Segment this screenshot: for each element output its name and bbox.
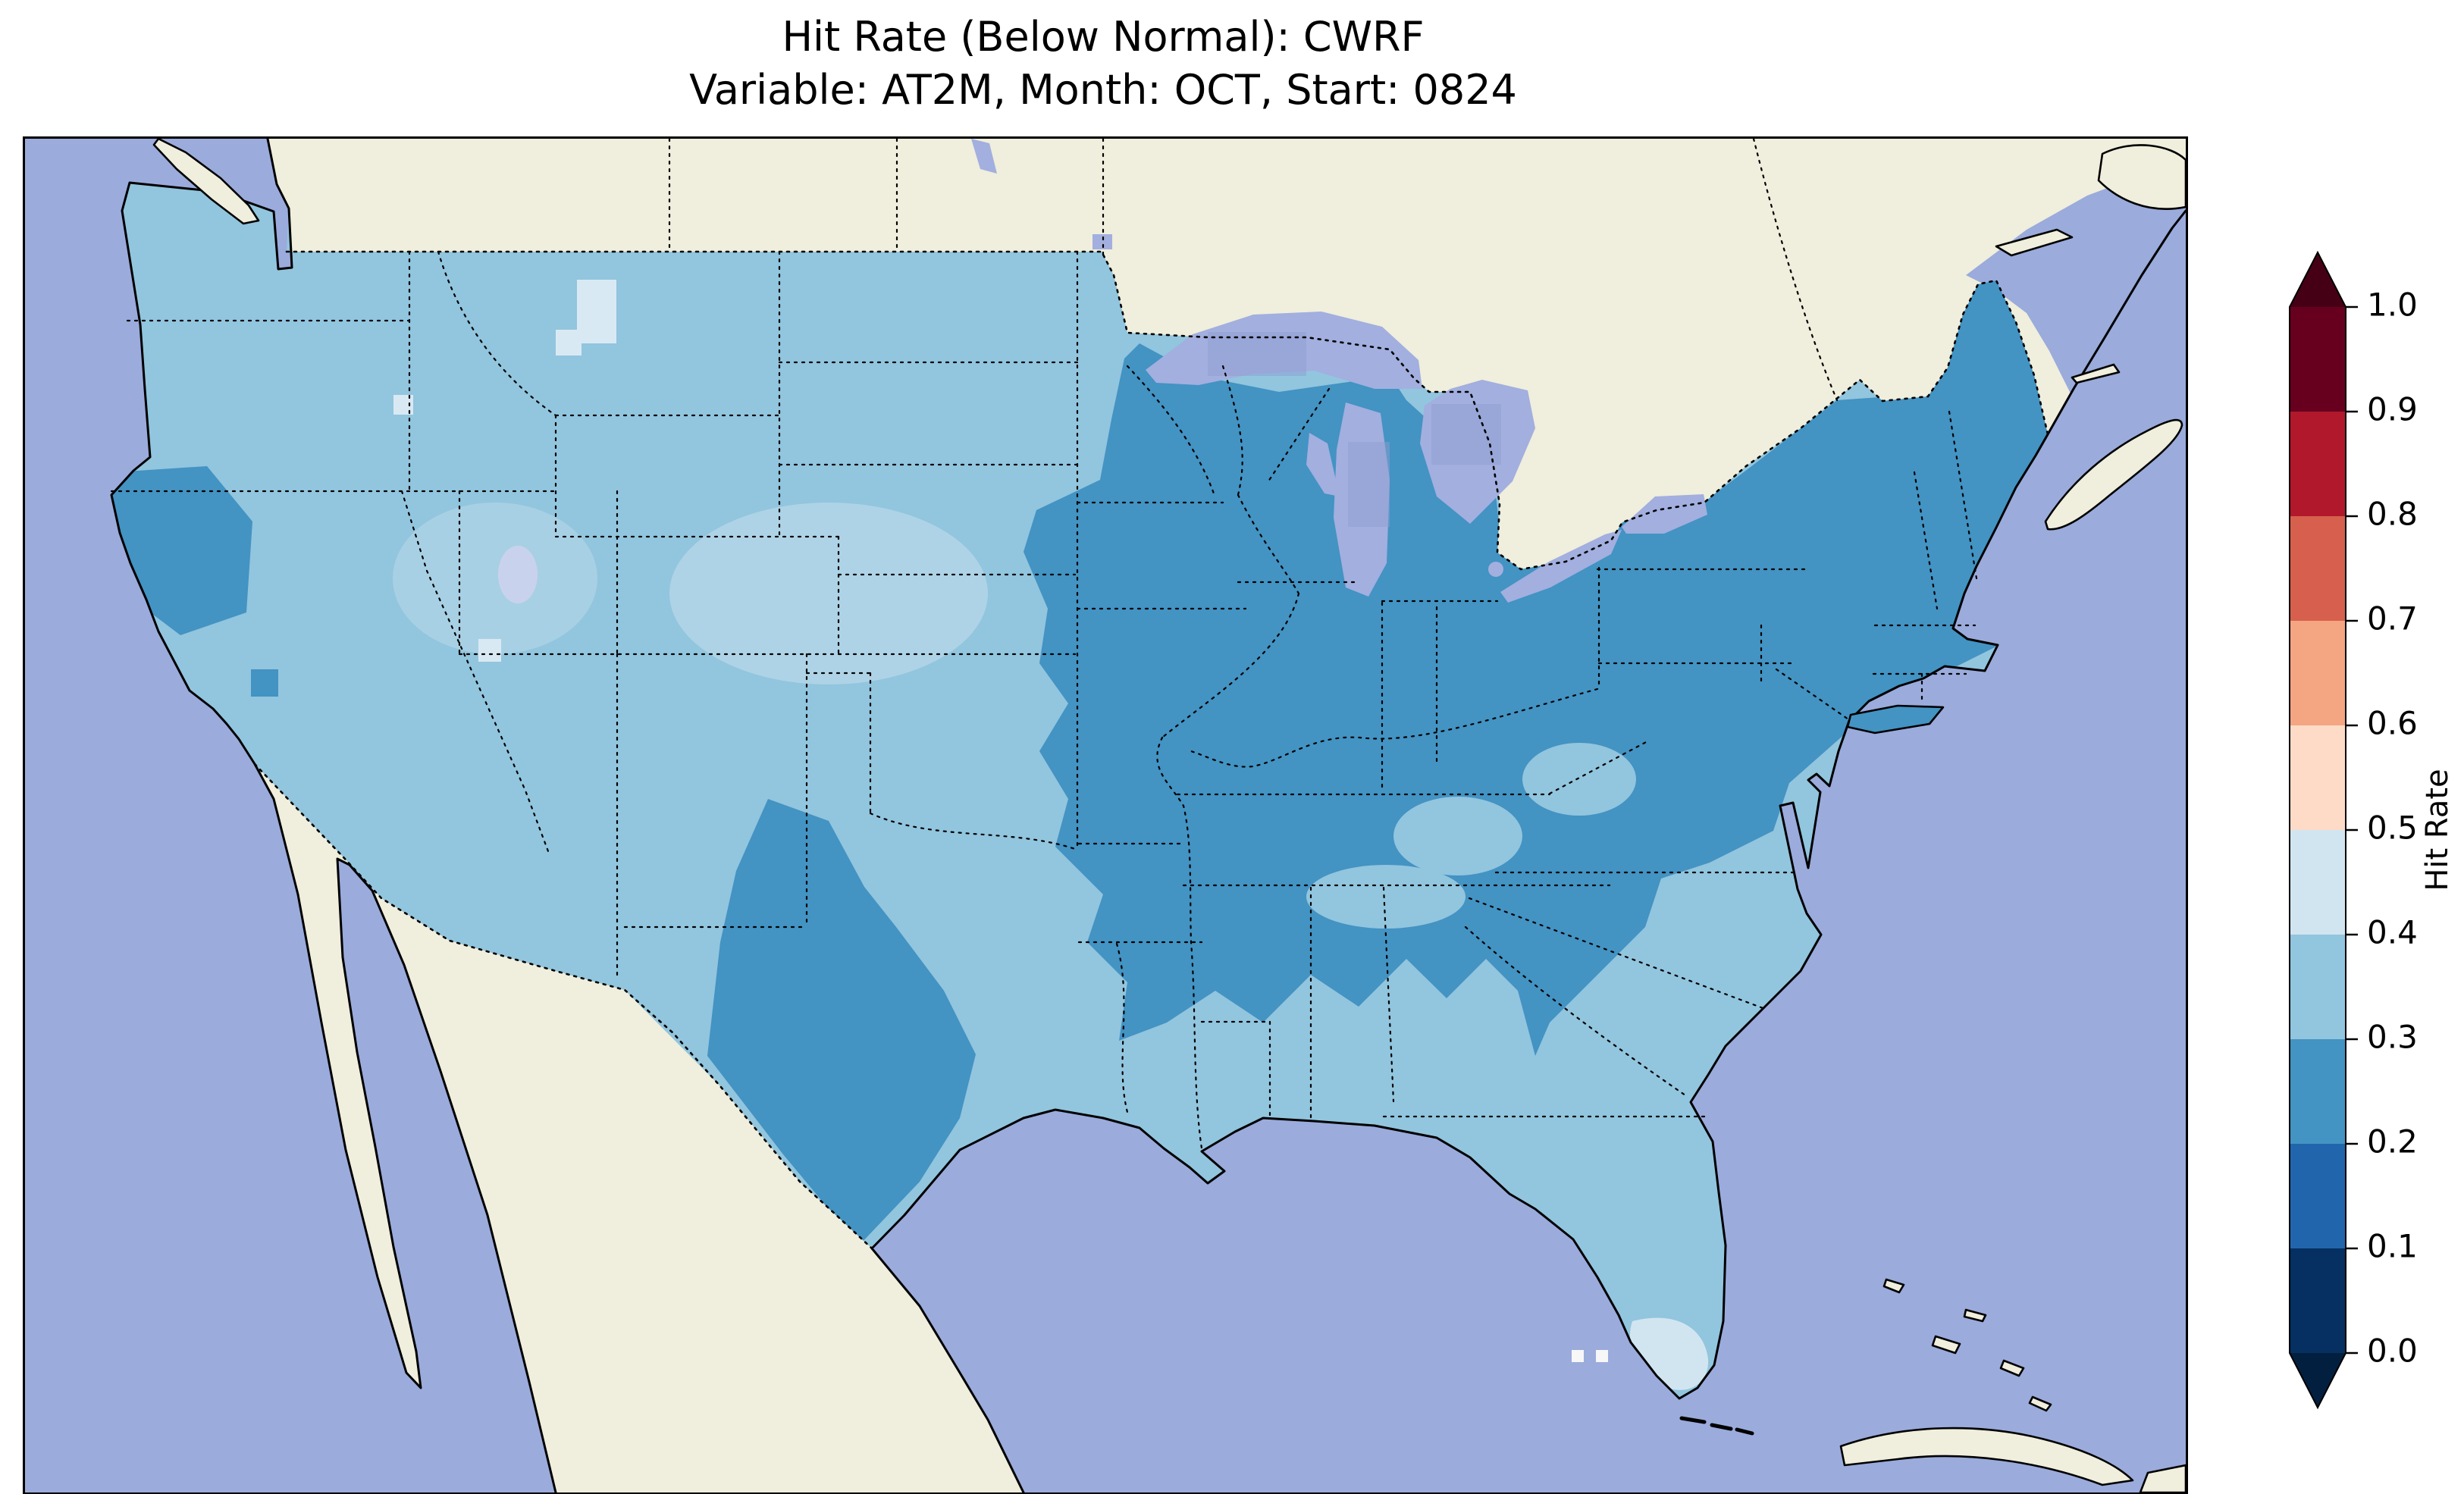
tick-0.5: 0.5 — [2367, 810, 2418, 847]
field-pale-cell-utah — [478, 639, 501, 662]
field-dark-norcal — [111, 466, 252, 635]
field-dark-texas — [707, 799, 976, 1245]
colorbar-seg-4 — [2290, 830, 2346, 935]
title-line-2: Variable: AT2M, Month: OCT, Start: 0824 — [689, 66, 1517, 114]
field-pale-cell-montana-1 — [577, 280, 616, 343]
bahamas — [1882, 1278, 2052, 1412]
field-light-hole-wv — [1522, 743, 1636, 816]
coastline — [110, 139, 2186, 1492]
lake-ontario — [1622, 494, 1707, 534]
anticosti-island — [1995, 228, 2074, 257]
tick-1.0: 1.0 — [2367, 287, 2418, 324]
tick-0.9: 0.9 — [2367, 391, 2418, 428]
lake-of-the-woods — [1092, 234, 1112, 249]
great-salt-lake — [498, 546, 538, 603]
field-pale-great-basin — [393, 503, 597, 654]
colorbar-seg-9 — [2290, 307, 2346, 412]
long-island — [1846, 704, 1945, 734]
lake-st-clair — [1488, 562, 1503, 577]
green-bay — [1306, 433, 1340, 496]
tick-0.4: 0.4 — [2367, 914, 2418, 951]
map-canvas — [25, 139, 2186, 1492]
colorbar-seg-3 — [2290, 935, 2346, 1039]
gulf-st-lawrence — [1966, 165, 2186, 431]
colorbar-seg-0 — [2290, 1248, 2346, 1353]
vancouver-island — [152, 139, 260, 225]
colorbar: 0.0 0.1 0.2 0.3 0.4 0.5 0.6 0.7 0.8 0.9 … — [2289, 250, 2455, 1410]
figure-title: Hit Rate (Below Normal): CWRF Variable: … — [23, 11, 2183, 117]
colorbar-seg-7 — [2290, 516, 2346, 621]
state-borders — [110, 250, 1978, 1150]
tick-0.3: 0.3 — [2367, 1019, 2418, 1056]
newfoundland — [2097, 144, 2186, 210]
nova-scotia — [2044, 418, 2183, 531]
lake-erie — [1500, 530, 1622, 603]
border-us-canada — [285, 250, 2049, 571]
colorbar-arrow-under — [2290, 1353, 2346, 1408]
islands — [152, 139, 2186, 1492]
colorbar-seg-6 — [2290, 621, 2346, 725]
border-us-mexico — [253, 763, 873, 1250]
field-dark-cell-socal — [251, 669, 278, 697]
field-pale-cell-montana-2 — [556, 330, 582, 355]
lake-cell-superior — [1208, 332, 1306, 376]
tick-0.7: 0.7 — [2367, 600, 2418, 637]
colorbar-seg-8 — [2290, 412, 2346, 516]
tick-0.0: 0.0 — [2367, 1333, 2418, 1370]
white-cell-1 — [1572, 1350, 1584, 1362]
colorbar-seg-1 — [2290, 1144, 2346, 1248]
cuba — [1839, 1427, 2134, 1486]
tick-0.2: 0.2 — [2367, 1123, 2418, 1160]
colorbar-seg-2 — [2290, 1039, 2346, 1144]
great-lakes — [498, 312, 1707, 603]
colorbar-axis-label: Hit Rate — [2420, 769, 2455, 891]
lake-cell-huron — [1431, 404, 1501, 465]
colorbar-seg-5 — [2290, 725, 2346, 830]
hispaniola — [2139, 1464, 2186, 1492]
colorbar-tick-labels: 0.0 0.1 0.2 0.3 0.4 0.5 0.6 0.7 0.8 0.9 … — [2367, 287, 2418, 1370]
field-pale-plains — [669, 503, 988, 684]
title-line-1: Hit Rate (Below Normal): CWRF — [782, 13, 1425, 61]
colorbar-arrow-over — [2290, 252, 2346, 307]
field-dark-east — [1024, 252, 2048, 1056]
white-cell-2 — [1596, 1350, 1608, 1362]
map-panel — [23, 136, 2188, 1494]
tick-0.8: 0.8 — [2367, 496, 2418, 533]
tick-0.6: 0.6 — [2367, 705, 2418, 742]
prince-edward-island — [2071, 363, 2121, 384]
lake-winnipeg — [971, 139, 997, 174]
field-light-hole-ky — [1393, 797, 1522, 875]
tick-0.1: 0.1 — [2367, 1228, 2418, 1265]
colorbar-ticks — [2346, 305, 2358, 1355]
field-light-hole-tn — [1306, 865, 1466, 929]
florida-keys — [1679, 1416, 1754, 1436]
lake-cell-michigan — [1348, 442, 1390, 527]
